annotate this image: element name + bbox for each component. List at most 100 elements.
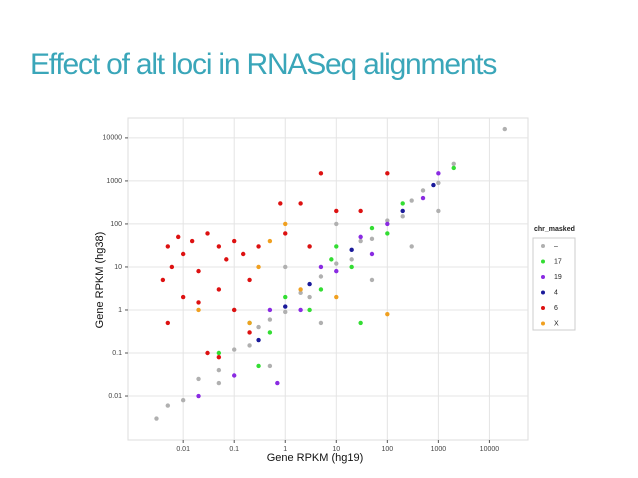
point [247,343,252,348]
point [232,347,237,352]
point [334,244,339,249]
point [334,268,339,274]
point [267,307,273,313]
point [349,247,354,253]
point [216,350,222,356]
x-axis-label: Gene RPKM (hg19) [267,452,364,464]
point [318,264,324,270]
legend-swatch [541,275,545,279]
y-tick-label: 1000 [106,178,122,185]
point [180,397,186,403]
legend-label: – [554,243,558,250]
point [369,225,375,231]
point [224,257,229,262]
point [307,244,312,249]
point [180,294,186,300]
y-tick-label: 10 [114,264,122,271]
point [349,257,354,262]
slide-title: Effect of alt loci in RNASeq alignments [30,48,496,81]
legend-label: 19 [554,274,562,281]
point [358,208,363,214]
point [298,287,303,292]
point [278,201,283,206]
point [232,373,237,378]
point [196,268,201,274]
legend-label: X [554,320,559,327]
legend-swatch [541,321,545,326]
point [196,376,201,382]
point [283,264,288,270]
point [256,324,261,330]
point [409,244,414,249]
point [275,380,280,386]
y-tick-label: 0.1 [112,350,122,357]
y-tick-label: 1 [118,307,122,314]
point [267,330,273,335]
point [369,236,375,242]
point [267,238,273,244]
point [232,307,237,313]
point [334,221,339,227]
legend-swatch [541,244,545,248]
point [400,208,405,214]
legend-title: chr_masked [534,226,575,233]
point [216,380,222,386]
point [169,264,175,270]
point [247,320,252,326]
legend-swatch [541,259,545,264]
point [267,363,273,369]
point [298,307,303,313]
point [349,264,354,270]
point [436,208,441,214]
x-tick-label: 0.01 [176,446,190,453]
point [196,300,201,305]
point [205,231,210,236]
point [385,218,390,223]
point [165,244,171,249]
point [409,198,414,203]
point [176,234,181,240]
point [154,416,159,421]
point [256,264,261,270]
point [358,234,363,240]
point [358,320,363,326]
point [400,201,405,206]
legend-swatch [541,290,545,295]
y-tick-label: 0.01 [108,393,122,400]
point [431,182,436,188]
point [318,171,324,176]
point [216,287,222,292]
point [216,367,222,373]
point [283,294,288,300]
point [502,126,507,132]
point [318,287,324,292]
x-tick-label: 1 [283,446,287,453]
point [241,251,246,257]
point [436,180,441,186]
point [318,274,324,279]
point [216,354,222,360]
point [420,195,426,201]
point [205,350,210,356]
point [307,307,312,313]
point [165,320,171,326]
point [369,251,375,257]
legend-box [532,237,576,331]
point [334,294,339,300]
point [196,393,201,399]
x-tick-label: 10 [332,446,340,453]
point [256,337,261,343]
point [451,165,456,171]
point [216,244,222,249]
point [160,277,166,283]
point [436,171,441,176]
point [329,257,334,262]
x-tick-label: 10000 [480,446,500,453]
point [318,320,324,326]
x-tick-label: 1000 [431,446,447,453]
point [165,403,171,408]
point [283,309,288,315]
legend-label: 17 [554,258,562,265]
point [358,238,363,244]
